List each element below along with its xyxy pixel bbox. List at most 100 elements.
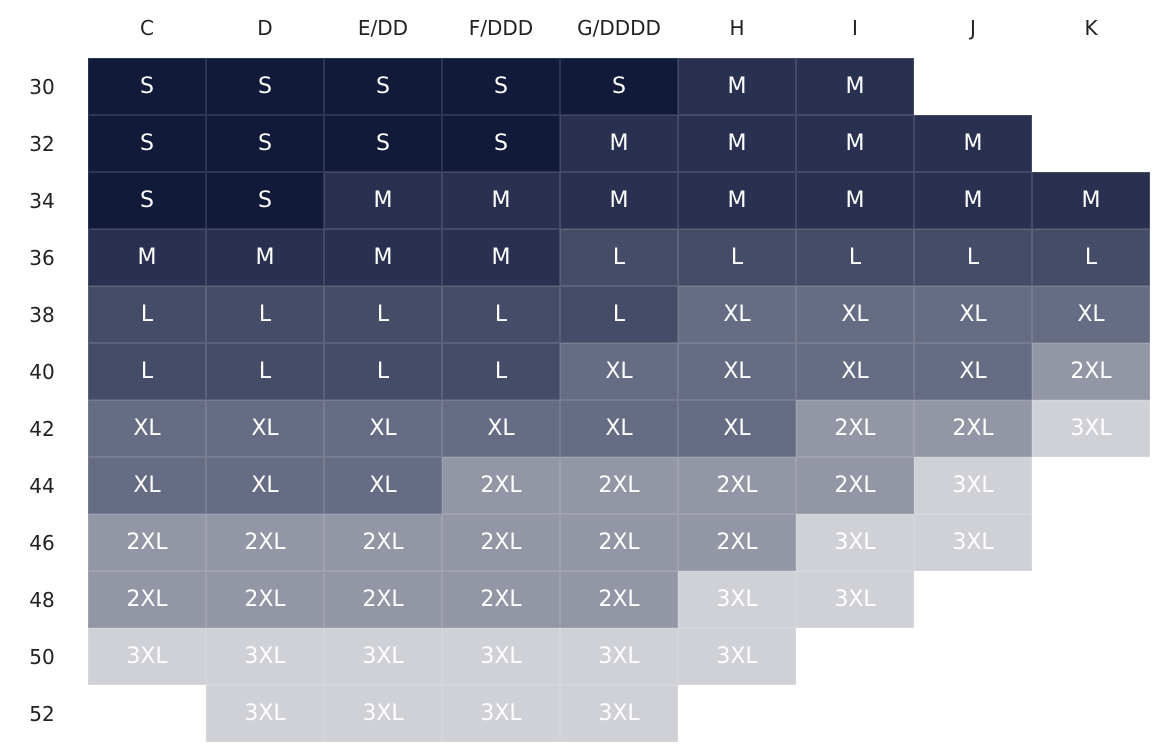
size-cell: M [678, 58, 796, 115]
size-cell: M [914, 115, 1032, 172]
size-cell: XL [678, 343, 796, 400]
band-label: 32 [29, 132, 55, 156]
band-label: 40 [29, 360, 55, 384]
band-label: 44 [29, 474, 55, 498]
size-cell: 2XL [324, 571, 442, 628]
size-cell: XL [678, 400, 796, 457]
size-cell: 3XL [914, 457, 1032, 514]
size-cell: XL [796, 343, 914, 400]
size-cell: 2XL [914, 400, 1032, 457]
band-label: 46 [29, 531, 55, 555]
band-label: 30 [29, 75, 55, 99]
size-cell: XL [88, 457, 206, 514]
size-cell: M [324, 172, 442, 229]
size-cell: 3XL [324, 685, 442, 742]
band-label: 42 [29, 417, 55, 441]
size-cell: S [324, 58, 442, 115]
cup-header: H [729, 16, 745, 40]
size-cell: L [560, 286, 678, 343]
size-cell: L [88, 343, 206, 400]
size-cell: M [796, 58, 914, 115]
size-cell: L [88, 286, 206, 343]
size-cell: S [324, 115, 442, 172]
size-cell: 2XL [206, 571, 324, 628]
cup-header: I [852, 16, 858, 40]
size-cell: 3XL [1032, 400, 1150, 457]
size-cell: M [1032, 172, 1150, 229]
size-cell: XL [914, 286, 1032, 343]
size-cell: 2XL [796, 457, 914, 514]
size-cell: M [678, 115, 796, 172]
size-cell: 3XL [796, 571, 914, 628]
band-label: 38 [29, 303, 55, 327]
cup-header: F/DDD [468, 16, 534, 40]
size-cell: L [442, 286, 560, 343]
size-cell: S [88, 115, 206, 172]
size-cell: L [206, 343, 324, 400]
size-cell: XL [88, 400, 206, 457]
size-cell: M [560, 115, 678, 172]
size-cell: M [206, 229, 324, 286]
size-cell: 3XL [442, 685, 560, 742]
size-cell: 2XL [88, 571, 206, 628]
size-cell: 2XL [678, 457, 796, 514]
size-cell: XL [1032, 286, 1150, 343]
size-cell: XL [560, 343, 678, 400]
cup-header: K [1084, 16, 1098, 40]
size-cell: XL [324, 457, 442, 514]
size-cell: 2XL [324, 514, 442, 571]
size-cell: M [442, 229, 560, 286]
size-cell: M [796, 172, 914, 229]
size-cell: L [324, 343, 442, 400]
size-cell: XL [442, 400, 560, 457]
band-label: 50 [29, 645, 55, 669]
size-cell: L [914, 229, 1032, 286]
size-cell: 3XL [678, 628, 796, 685]
size-cell: XL [206, 400, 324, 457]
size-cell: 3XL [442, 628, 560, 685]
size-cell: 2XL [560, 514, 678, 571]
size-cell: L [206, 286, 324, 343]
size-cell: 3XL [206, 628, 324, 685]
size-cell: S [88, 172, 206, 229]
cup-header: J [970, 16, 976, 40]
size-cell: L [1032, 229, 1150, 286]
size-cell: 2XL [560, 571, 678, 628]
cup-header: C [140, 16, 154, 40]
size-cell: 2XL [678, 514, 796, 571]
size-cell: S [206, 58, 324, 115]
band-label: 36 [29, 246, 55, 270]
size-cell: 3XL [796, 514, 914, 571]
size-cell: S [442, 58, 560, 115]
size-cell: L [442, 343, 560, 400]
size-cell: 2XL [796, 400, 914, 457]
size-cell: 2XL [442, 457, 560, 514]
size-cell: 3XL [88, 628, 206, 685]
size-cell: S [206, 115, 324, 172]
size-cell: L [560, 229, 678, 286]
size-cell: S [442, 115, 560, 172]
size-cell: M [796, 115, 914, 172]
size-cell: XL [914, 343, 1032, 400]
size-cell: 3XL [560, 628, 678, 685]
size-cell: L [678, 229, 796, 286]
size-cell: 2XL [1032, 343, 1150, 400]
size-cell: 2XL [206, 514, 324, 571]
size-cell: L [796, 229, 914, 286]
cup-header: D [257, 16, 273, 40]
size-cell: M [678, 172, 796, 229]
cup-header: E/DD [357, 16, 409, 40]
size-cell: 2XL [560, 457, 678, 514]
size-cell: XL [206, 457, 324, 514]
size-cell: 2XL [442, 514, 560, 571]
size-cell: S [560, 58, 678, 115]
size-cell: 3XL [206, 685, 324, 742]
band-label: 48 [29, 588, 55, 612]
size-cell: S [206, 172, 324, 229]
band-label: 52 [29, 702, 55, 726]
size-cell: 2XL [442, 571, 560, 628]
cup-header: G/DDDD [577, 16, 661, 40]
size-cell: M [442, 172, 560, 229]
size-cell: 3XL [678, 571, 796, 628]
